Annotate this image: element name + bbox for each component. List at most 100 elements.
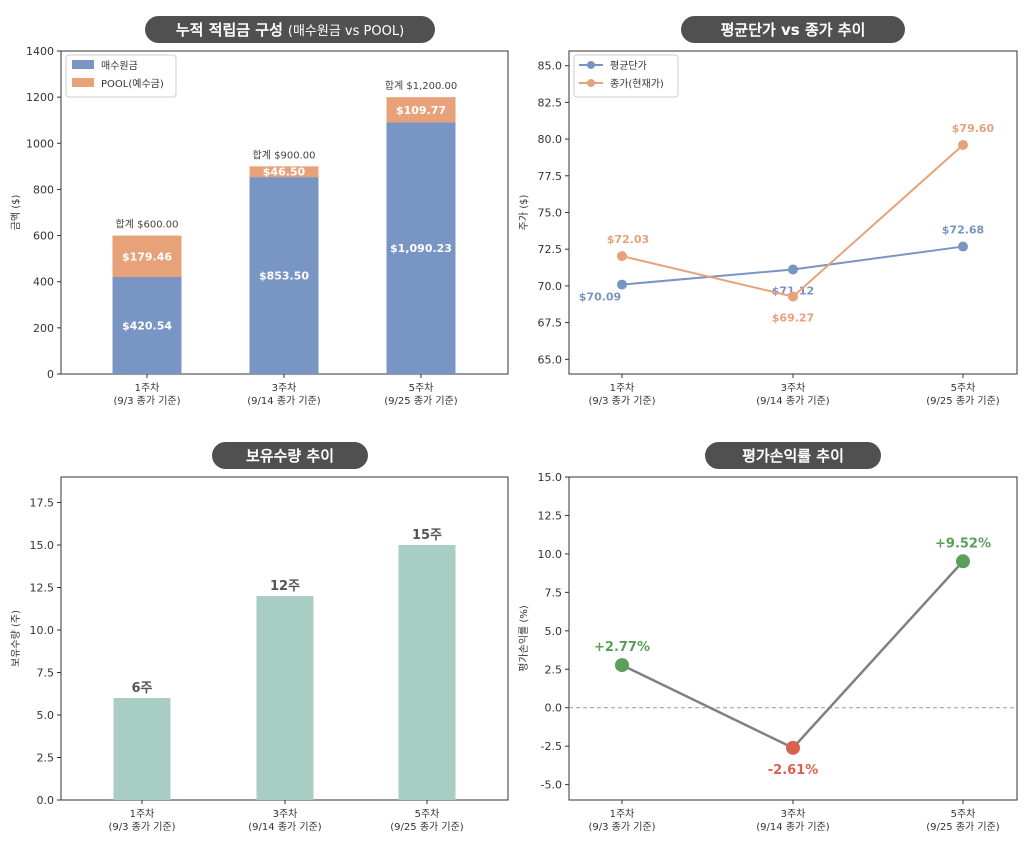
- bar: [113, 698, 171, 800]
- title-pill: [212, 442, 368, 469]
- point-value-label: $69.27: [772, 312, 814, 325]
- x-tick-sublabel: (9/3 종가 기준): [108, 821, 175, 833]
- title-main: 누적 적립금 구성: [176, 21, 283, 39]
- y-tick-label: 600: [33, 230, 54, 243]
- y-tick-label: 80.0: [538, 133, 563, 146]
- x-tick-label: 1주차: [135, 382, 160, 394]
- title-pill: [681, 16, 905, 43]
- bar-segment: [112, 276, 182, 374]
- legend-swatch: [72, 60, 94, 69]
- y-tick-label: 5.0: [545, 625, 563, 638]
- x-tick-label: 5주차: [415, 808, 440, 820]
- point-value-label: -2.61%: [768, 763, 819, 778]
- legend-label: POOL(예수금): [101, 78, 164, 90]
- series-point: [617, 279, 627, 290]
- x-tick-sublabel: (9/3 종가 기준): [113, 395, 180, 407]
- bar-total-label: 합계 $1,200.00: [385, 80, 457, 92]
- y-tick-label: -2.5: [541, 740, 562, 753]
- series-point: [786, 740, 800, 755]
- legend-swatch: [72, 78, 94, 87]
- point-value-label: +2.77%: [594, 640, 650, 655]
- series-line: [621, 560, 964, 750]
- legend-label: 매수원금: [101, 60, 138, 72]
- bar-value-label: $179.46: [122, 250, 172, 263]
- y-tick-label: -5.0: [541, 779, 562, 792]
- y-tick-label: 800: [33, 183, 54, 196]
- point-value-label: $72.68: [942, 224, 984, 237]
- chart-title-1: 누적 적립금 구성 (매수원금 vs POOL): [145, 16, 435, 43]
- y-axis-label: 주가 ($): [518, 195, 530, 231]
- bar-value-label: 15주: [412, 528, 442, 543]
- bar-segment: [249, 177, 319, 374]
- bar-value-label: 6주: [131, 681, 152, 696]
- bar-value-label: $46.50: [263, 166, 306, 179]
- x-tick-sublabel: (9/14 종가 기준): [756, 821, 830, 833]
- y-tick-label: 75.0: [538, 207, 563, 220]
- chart-title-text: 누적 적립금 구성 (매수원금 vs POOL): [176, 21, 404, 39]
- series-point: [788, 264, 798, 275]
- title-pill: [145, 16, 435, 43]
- legend-label: 평균단가: [610, 60, 647, 72]
- y-tick-label: 12.5: [30, 582, 55, 595]
- title-main: 평가손익률 추이: [742, 447, 844, 465]
- legend-marker: [587, 79, 595, 87]
- x-tick-label: 3주차: [781, 808, 806, 820]
- y-axis-label: 금액 ($): [10, 195, 22, 231]
- chart-title-2: 평균단가 vs 종가 추이: [681, 16, 905, 43]
- y-tick-label: 65.0: [538, 353, 563, 366]
- x-tick-sublabel: (9/3 종가 기준): [588, 821, 655, 833]
- y-tick-label: 70.0: [538, 280, 563, 293]
- series-point: [617, 251, 627, 262]
- y-axis-label: 평가손익률 (%): [518, 605, 530, 672]
- y-tick-label: 0.0: [545, 702, 563, 715]
- x-tick-sublabel: (9/25 종가 기준): [390, 821, 464, 833]
- point-value-label: +9.52%: [935, 536, 991, 551]
- series-point: [956, 554, 970, 569]
- chart-title-4: 평가손익률 추이: [705, 442, 881, 469]
- x-tick-label: 3주차: [272, 382, 297, 394]
- x-tick-sublabel: (9/25 종가 기준): [384, 395, 458, 407]
- x-tick-sublabel: (9/14 종가 기준): [756, 395, 830, 407]
- title-main: 보유수량 추이: [246, 447, 334, 465]
- y-tick-label: 1400: [26, 45, 54, 58]
- y-tick-label: 1200: [26, 91, 54, 104]
- chart-title-text: 평가손익률 추이: [742, 447, 844, 465]
- y-tick-label: 72.5: [538, 243, 563, 256]
- bar-total-label: 합계 $900.00: [253, 149, 316, 161]
- bar-value-label: $853.50: [259, 270, 309, 283]
- y-tick-label: 77.5: [538, 170, 563, 183]
- point-value-label: $79.60: [952, 122, 995, 135]
- y-tick-label: 0.0: [37, 794, 55, 807]
- y-tick-label: 10.0: [538, 548, 563, 561]
- legend: 매수원금 POOL(예수금): [65, 54, 177, 98]
- series-point: [788, 291, 798, 302]
- y-tick-label: 5.0: [37, 709, 55, 722]
- bar-segment: [112, 235, 182, 277]
- y-tick-label: 2.5: [545, 663, 563, 676]
- bar-value-label: $109.77: [396, 104, 446, 117]
- x-tick-sublabel: (9/14 종가 기준): [248, 821, 322, 833]
- point-value-label: $70.09: [579, 291, 621, 304]
- y-tick-label: 85.0: [538, 60, 563, 73]
- x-tick-label: 1주차: [610, 382, 635, 394]
- x-tick-label: 3주차: [273, 808, 298, 820]
- x-tick-label: 5주차: [951, 808, 976, 820]
- bar: [398, 545, 456, 800]
- x-tick-label: 3주차: [781, 382, 806, 394]
- bar-segment: [386, 122, 456, 375]
- y-tick-label: 200: [33, 322, 54, 335]
- chart-title-text: 보유수량 추이: [246, 447, 334, 465]
- series-point: [615, 658, 629, 673]
- y-tick-label: 82.5: [538, 96, 563, 109]
- x-tick-sublabel: (9/14 종가 기준): [247, 395, 321, 407]
- y-tick-label: 7.5: [37, 667, 55, 680]
- y-tick-label: 17.5: [30, 497, 55, 510]
- x-tick-label: 1주차: [130, 808, 155, 820]
- bar: [256, 596, 314, 800]
- y-tick-label: 0: [47, 368, 54, 381]
- bar-segment: [386, 97, 456, 123]
- bar-value-label: $420.54: [122, 319, 172, 332]
- title-subtitle: (매수원금 vs POOL): [288, 24, 404, 39]
- series-point: [958, 139, 968, 150]
